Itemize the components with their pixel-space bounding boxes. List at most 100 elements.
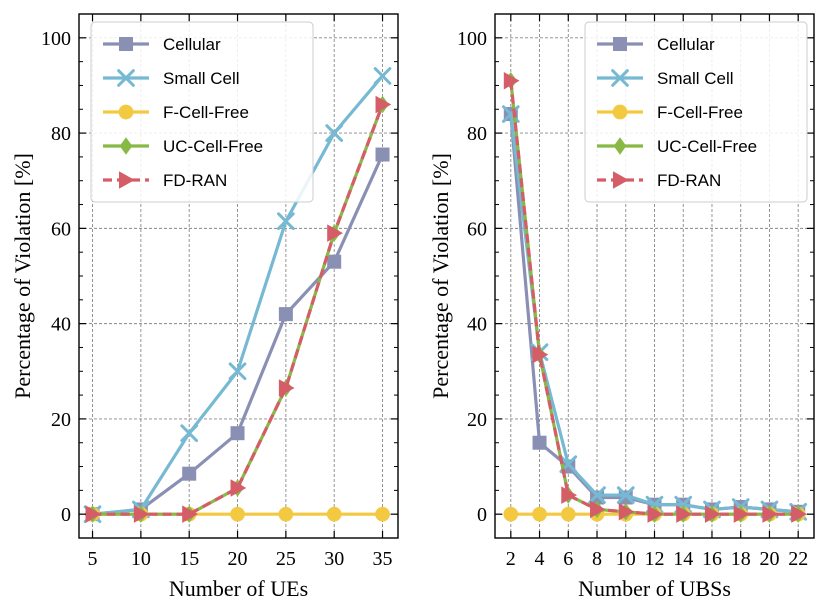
data-point-fd-ran <box>327 224 343 242</box>
data-point-fd-ran <box>278 379 295 397</box>
data-point-small-cell <box>588 486 606 504</box>
data-point-fd-ran <box>85 505 102 523</box>
legend-marker-small-cell <box>117 69 135 87</box>
x-tick-label: 12 <box>645 548 665 570</box>
ticks: 0 20 40 60 80 100 2 4 6 8 10 12 14 16 18 20 22 <box>457 14 814 570</box>
legend-marker-small-cell <box>611 69 629 87</box>
x-tick-label: 14 <box>673 548 693 570</box>
legend-label-f-cell-free: F-Cell-Free <box>163 103 249 122</box>
data-point-fd-ran <box>182 505 198 523</box>
y-tick-label: 80 <box>467 123 487 145</box>
x-axis-label: Number of UBSs <box>578 576 731 601</box>
legend-marker-f-cell-free <box>118 104 134 120</box>
legend-marker-fd-ran <box>119 171 135 189</box>
data-point-fd-ran <box>532 345 549 364</box>
legend-marker-f-cell-free <box>612 104 628 120</box>
legend: Cellular Small Cell F-Cell-Free UC-Cell-Fre… <box>584 21 808 203</box>
chart-panel-2: 0 20 40 60 80 100 2 4 6 8 10 12 14 16 18 20 22 Number of … <box>428 13 815 601</box>
legend-box <box>584 21 808 203</box>
data-point-fd-ran <box>230 479 247 497</box>
legend-label-small-cell: Small Cell <box>657 69 734 88</box>
x-tick-label: 10 <box>616 548 636 570</box>
data-point-small-cell <box>228 362 247 381</box>
y-axis-label: Percentage of Violation [%] <box>428 153 453 399</box>
legend-label-cellular: Cellular <box>163 35 221 54</box>
legend: Cellular Small Cell F-Cell-Free UC-Cell-Fre… <box>90 21 314 203</box>
x-tick-label: 2 <box>506 548 516 570</box>
chart-panel-1: 0 20 40 60 80 100 5 10 15 20 25 30 35 Number of UEs Pe… <box>10 13 399 601</box>
data-point-f-cell-free <box>375 506 390 522</box>
data-point-small-cell <box>373 67 392 85</box>
legend-marker-fd-ran <box>613 171 629 189</box>
legend-marker-cellular <box>613 37 627 51</box>
data-point-cellular <box>532 435 547 450</box>
x-tick-label: 8 <box>592 548 602 570</box>
y-tick-label: 40 <box>51 314 71 336</box>
data-point-fd-ran <box>590 500 606 519</box>
legend-marker-cellular <box>119 37 133 51</box>
data-point-small-cell <box>180 424 199 443</box>
y-tick-label: 0 <box>477 504 487 526</box>
y-axis-label: Percentage of Violation [%] <box>10 153 35 399</box>
legend-label-f-cell-free: F-Cell-Free <box>657 103 743 122</box>
x-tick-label: 5 <box>88 548 98 570</box>
data-point-fd-ran <box>133 505 150 523</box>
y-tick-label: 20 <box>51 409 71 431</box>
data-point-cellular <box>327 254 342 269</box>
legend-box <box>90 21 314 203</box>
legend-label-fd-ran: FD-RAN <box>657 171 721 190</box>
x-tick-label: 20 <box>228 548 248 570</box>
data-point-fd-ran <box>561 486 578 504</box>
x-tick-label: 16 <box>702 548 722 570</box>
data-point-cellular <box>278 307 293 322</box>
data-point-fd-ran <box>676 505 692 523</box>
data-point-fd-ran <box>503 71 520 90</box>
data-point-f-cell-free <box>532 506 547 522</box>
ticks: 0 20 40 60 80 100 5 10 15 20 25 30 35 <box>41 14 398 570</box>
legend-label-fd-ran: FD-RAN <box>163 171 227 190</box>
data-point-cellular <box>182 466 197 481</box>
y-tick-label: 80 <box>51 123 71 145</box>
data-point-small-cell <box>325 124 344 142</box>
legend-label-cellular: Cellular <box>657 35 715 54</box>
data-point-fd-ran <box>791 505 807 523</box>
x-tick-label: 18 <box>731 548 751 570</box>
x-tick-label: 20 <box>759 548 779 570</box>
y-tick-label: 100 <box>457 28 487 50</box>
data-point-fd-ran <box>762 505 779 523</box>
data-point-cellular <box>375 147 390 162</box>
legend-label-uc-cell-free: UC-Cell-Free <box>657 137 757 156</box>
data-point-f-cell-free <box>326 506 342 522</box>
data-point-f-cell-free <box>503 506 519 522</box>
data-point-f-cell-free <box>230 506 245 522</box>
data-point-f-cell-free <box>278 506 294 522</box>
series-fd-ran <box>503 71 807 523</box>
series-fd-ran <box>85 95 392 523</box>
data-point-fd-ran <box>618 503 635 521</box>
legend-label-uc-cell-free: UC-Cell-Free <box>163 137 263 156</box>
x-tick-label: 30 <box>324 548 344 570</box>
x-tick-label: 35 <box>373 548 393 570</box>
legend-label-small-cell: Small Cell <box>163 69 240 88</box>
y-tick-label: 20 <box>467 409 487 431</box>
x-tick-label: 25 <box>276 548 296 570</box>
x-axis-label: Number of UEs <box>169 576 308 601</box>
x-tick-label: 4 <box>535 548 545 570</box>
data-point-cellular <box>230 426 245 441</box>
data-point-fd-ran <box>375 95 392 114</box>
x-tick-label: 10 <box>131 548 151 570</box>
data-point-f-cell-free <box>560 506 576 522</box>
data-point-small-cell <box>616 486 635 504</box>
x-tick-label: 6 <box>563 548 573 570</box>
data-point-small-cell <box>277 212 295 231</box>
x-tick-label: 15 <box>179 548 199 570</box>
legend-marker-uc-cell-free <box>613 137 627 155</box>
y-tick-label: 100 <box>41 28 71 50</box>
y-tick-label: 60 <box>51 218 71 240</box>
legend-marker-uc-cell-free <box>119 137 133 155</box>
data-point-fd-ran <box>704 505 721 523</box>
data-point-fd-ran <box>647 505 664 523</box>
x-tick-label: 22 <box>788 548 808 570</box>
